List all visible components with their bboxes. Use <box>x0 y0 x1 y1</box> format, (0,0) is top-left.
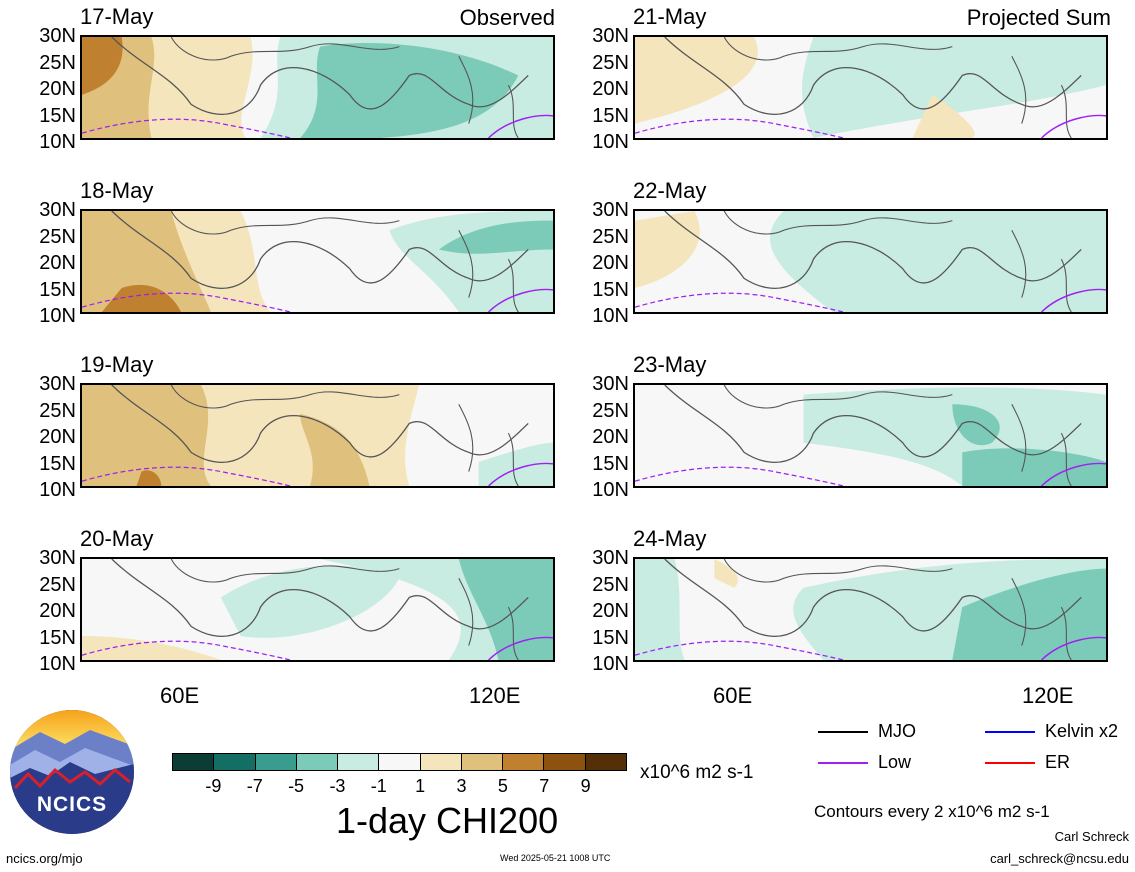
lat-label: 15N <box>39 452 76 475</box>
lat-label: 30N <box>592 547 629 569</box>
lat-label: 15N <box>592 278 629 301</box>
contour-note: Contours every 2 x10^6 m2 s-1 <box>814 802 1050 821</box>
lat-label: 10N <box>592 479 629 501</box>
lat-label: 15N <box>39 104 76 127</box>
lat-label: 20N <box>39 600 76 622</box>
lat-label: 20N <box>39 426 76 448</box>
lat-label: 30N <box>39 547 76 569</box>
panel-date: 18-May <box>80 178 154 203</box>
lat-label: 15N <box>592 104 629 127</box>
colorbar-swatch <box>503 754 545 770</box>
lat-label: 20N <box>592 252 629 274</box>
lat-label: 15N <box>39 626 76 649</box>
colorbar-tick: 7 <box>539 776 550 796</box>
lat-label: 25N <box>592 399 629 422</box>
lon-label: 60E <box>160 683 200 708</box>
lat-label: 25N <box>592 573 629 596</box>
lat-label: 30N <box>39 25 76 47</box>
colorbar-tick: 1 <box>415 776 426 796</box>
colorbar-tick: -3 <box>329 776 346 796</box>
panel-date: 21-May <box>633 4 707 29</box>
colorbar-tick: 3 <box>456 776 467 796</box>
lat-label: 30N <box>592 199 629 221</box>
colorbar-title: 1-day CHI200 <box>336 800 559 841</box>
map-panel <box>633 383 1108 488</box>
colorbar-swatch <box>296 754 339 770</box>
legend-mjo: MJO <box>818 721 916 742</box>
colorbar-tick: 9 <box>580 776 591 796</box>
colorbar-tick: -9 <box>205 776 222 796</box>
lat-label: 30N <box>39 199 76 221</box>
colorbar-swatch <box>338 754 380 770</box>
lat-label: 10N <box>592 131 629 153</box>
colorbar-swatch <box>461 754 504 770</box>
lat-label: 25N <box>592 51 629 74</box>
lat-label: 20N <box>592 78 629 100</box>
colorbar-tick: -1 <box>370 776 387 796</box>
map-panel <box>633 35 1108 140</box>
colorbar-swatch <box>255 754 297 770</box>
colorbar <box>172 753 627 771</box>
lat-label: 25N <box>39 399 76 422</box>
colorbar-tick: 5 <box>497 776 508 796</box>
map-panel <box>80 383 555 488</box>
observed-title: Observed <box>459 5 555 30</box>
email[interactable]: carl_schreck@ncsu.edu <box>990 851 1129 866</box>
lat-label: 15N <box>592 452 629 475</box>
map-panel <box>633 557 1108 662</box>
lat-label: 30N <box>592 25 629 47</box>
timestamp: Wed 2025-05-21 1008 UTC <box>500 853 611 863</box>
author: Carl Schreck <box>1054 829 1129 844</box>
lat-label: 25N <box>592 225 629 248</box>
lat-label: 20N <box>39 78 76 100</box>
lon-label: 120E <box>469 683 521 708</box>
colorbar-swatch <box>420 754 462 770</box>
colorbar-swatch <box>585 754 626 770</box>
lat-label: 25N <box>39 225 76 248</box>
lon-label: 120E <box>1022 683 1074 708</box>
lat-label: 10N <box>39 131 76 153</box>
map-panel <box>633 209 1108 314</box>
lat-label: 30N <box>39 373 76 395</box>
map-panel <box>80 557 555 662</box>
lon-label: 60E <box>713 683 753 708</box>
lat-label: 20N <box>592 600 629 622</box>
lat-label: 10N <box>39 305 76 327</box>
site-link[interactable]: ncics.org/mjo <box>6 851 83 866</box>
lat-label: 30N <box>592 373 629 395</box>
colorbar-units: x10^6 m2 s-1 <box>640 762 754 783</box>
lat-label: 25N <box>39 51 76 74</box>
colorbar-swatch <box>173 754 215 770</box>
ncics-logo: NCICS <box>10 710 134 834</box>
map-panel <box>80 209 555 314</box>
legend-kelvin: Kelvin x2 <box>985 721 1118 742</box>
legend-er: ER <box>985 752 1070 773</box>
lat-label: 15N <box>39 278 76 301</box>
map-panel <box>80 35 555 140</box>
lat-label: 10N <box>592 305 629 327</box>
lat-label: 10N <box>592 653 629 675</box>
projected-title: Projected Sum <box>966 5 1111 30</box>
panel-date: 22-May <box>633 178 707 203</box>
colorbar-tick: -7 <box>246 776 263 796</box>
lat-label: 20N <box>592 426 629 448</box>
legend-low: Low <box>818 752 911 773</box>
colorbar-swatch <box>544 754 586 770</box>
colorbar-tick: -5 <box>288 776 305 796</box>
lat-label: 10N <box>39 479 76 501</box>
panel-date: 23-May <box>633 352 707 377</box>
logo-text: NCICS <box>36 793 108 816</box>
panel-date: 24-May <box>633 526 707 551</box>
lat-label: 10N <box>39 653 76 675</box>
lat-label: 25N <box>39 573 76 596</box>
lat-label: 15N <box>592 626 629 649</box>
colorbar-swatch <box>214 754 256 770</box>
panel-date: 20-May <box>80 526 154 551</box>
lat-label: 20N <box>39 252 76 274</box>
panel-date: 19-May <box>80 352 154 377</box>
colorbar-swatch <box>379 754 421 770</box>
panel-date: 17-May <box>80 4 154 29</box>
